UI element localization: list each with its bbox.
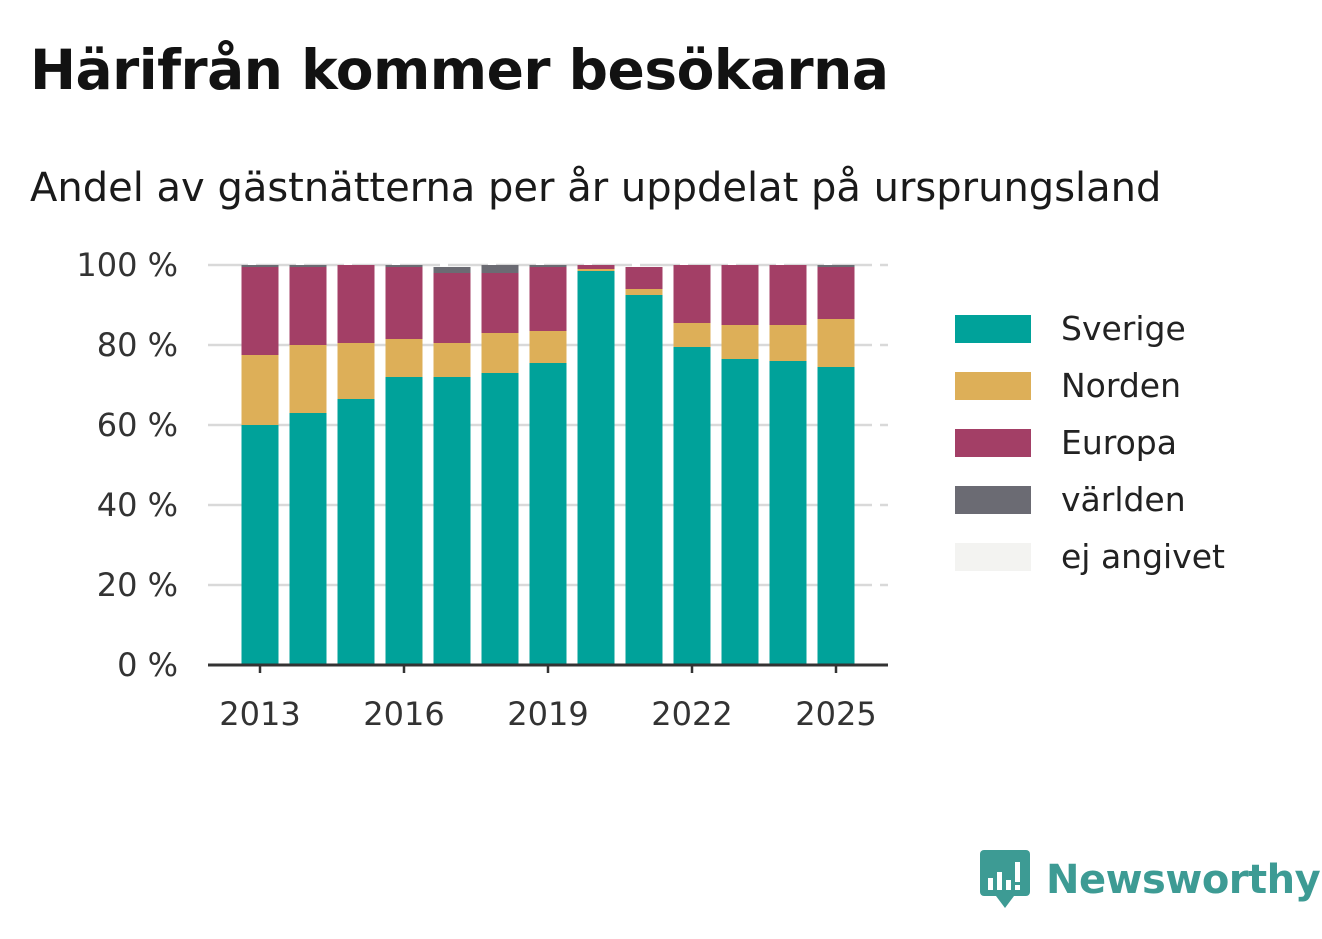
newsworthy-logo-icon (980, 850, 1030, 908)
legend-swatch-varlden (955, 485, 1031, 514)
bar-segment (385, 267, 423, 339)
bar-segment (481, 333, 519, 373)
legend-label-sverige: Sverige (1061, 309, 1186, 348)
bar-segment (625, 289, 663, 295)
bar-segment (337, 343, 375, 399)
newsworthy-logo: Newsworthy (980, 850, 1321, 910)
bar-segment (577, 271, 615, 665)
x-tick-label: 2013 (219, 695, 300, 733)
legend-item-norden: Norden (955, 357, 1225, 414)
bar-segment (481, 373, 519, 665)
bar-segment (481, 273, 519, 333)
bar-segment (433, 267, 471, 273)
bar-segment (337, 265, 375, 343)
legend-swatch-sverige (955, 314, 1031, 343)
bar-segment (385, 265, 423, 267)
bar-segment (289, 265, 327, 267)
bar-segment (817, 367, 855, 665)
y-tick-label: 40 % (97, 486, 178, 524)
bar-segment (769, 361, 807, 665)
bar-segment (433, 273, 471, 343)
bar-segment (433, 377, 471, 665)
x-tick-label: 2022 (651, 695, 732, 733)
legend-item-europa: Europa (955, 414, 1225, 471)
bar-segment (769, 325, 807, 361)
bar-segment (241, 265, 279, 267)
bar-segment (625, 295, 663, 665)
legend-swatch-norden (955, 371, 1031, 400)
bar-segment (289, 345, 327, 413)
x-tick-label: 2019 (507, 695, 588, 733)
legend-label-norden: Norden (1061, 366, 1182, 405)
bar-segment (769, 265, 807, 325)
legend-label-ej-angivet: ej angivet (1061, 537, 1225, 576)
y-tick-label: 100 % (76, 246, 178, 284)
bar-segment (721, 265, 759, 325)
bar-segment (577, 269, 615, 271)
bar-segment (529, 331, 567, 363)
bar-segment (817, 267, 855, 319)
bar-segment (673, 323, 711, 347)
bar-segment (241, 355, 279, 425)
bar-segment (337, 399, 375, 665)
axes: 0 % 20 % 40 % 60 % 80 % 100 % 2013 2016 2019 2022… (76, 246, 888, 733)
bar-segment (529, 267, 567, 331)
bars (241, 265, 855, 665)
x-tick-label: 2016 (363, 695, 444, 733)
legend: Sverige Norden Europa världen ej angivet (955, 300, 1225, 585)
bar-segment (289, 267, 327, 345)
y-tick-label: 60 % (97, 406, 178, 444)
x-tick-label: 2025 (795, 695, 876, 733)
bar-segment (577, 265, 615, 269)
y-tick-label: 80 % (97, 326, 178, 364)
bar-segment (721, 359, 759, 665)
bar-segment (673, 265, 711, 323)
legend-label-varlden: världen (1061, 480, 1186, 519)
chart-title: Härifrån kommer besökarna (30, 38, 889, 102)
bar-segment (289, 413, 327, 665)
bar-segment (673, 347, 711, 665)
legend-swatch-europa (955, 428, 1031, 457)
stacked-bar-chart: 0 % 20 % 40 % 60 % 80 % 100 % 2013 2016 2019 2022… (76, 246, 888, 733)
bar-segment (481, 265, 519, 273)
legend-item-varlden: världen (955, 471, 1225, 528)
bar-segment (433, 343, 471, 377)
chart-subtitle: Andel av gästnätterna per år uppdelat på… (30, 165, 1162, 211)
bar-segment (817, 319, 855, 367)
bar-segment (625, 267, 663, 289)
bar-segment (385, 339, 423, 377)
legend-item-ej-angivet: ej angivet (955, 528, 1225, 585)
bar-segment (241, 425, 279, 665)
bar-segment (529, 363, 567, 665)
bar-segment (529, 265, 567, 267)
legend-swatch-ej-angivet (955, 542, 1031, 571)
bar-segment (817, 265, 855, 267)
y-tick-label: 20 % (97, 566, 178, 604)
bar-segment (241, 267, 279, 355)
legend-label-europa: Europa (1061, 423, 1177, 462)
y-tick-label: 0 % (117, 646, 178, 684)
legend-item-sverige: Sverige (955, 300, 1225, 357)
bar-segment (385, 377, 423, 665)
bar-segment (721, 325, 759, 359)
brand-name: Newsworthy (1046, 857, 1321, 903)
